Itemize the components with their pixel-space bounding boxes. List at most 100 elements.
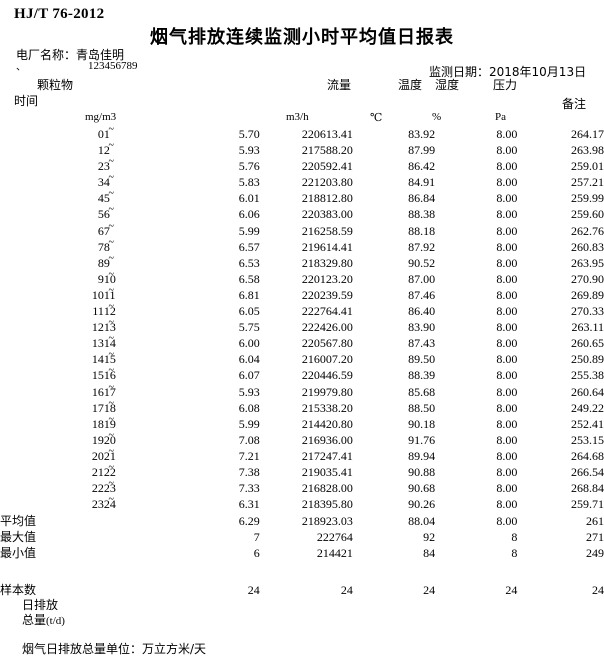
row-humidity: 8.00	[496, 287, 518, 302]
row-temperature: 87.43	[408, 336, 436, 351]
row-hour-end: 10	[103, 271, 116, 286]
tilde-icon: ~	[108, 317, 114, 329]
summary-flow: 222764	[316, 530, 353, 545]
table-row: 12 ~13 5.75 222426.00 83.90 8.00 263.11	[0, 317, 604, 335]
tilde-icon: ~	[108, 381, 114, 393]
row-humidity: 8.00	[496, 255, 518, 270]
row-flow: 218329.80	[301, 255, 353, 270]
row-hour-end: 24	[103, 497, 116, 512]
row-pressure: 255.38	[571, 368, 604, 383]
summary-temperature: 88.04	[408, 514, 436, 528]
daily-total-unit: (t/d)	[46, 615, 65, 627]
unit-temperature: ℃	[370, 112, 383, 124]
row-hour-end: 11	[103, 287, 116, 302]
column-header-remark: 备注	[562, 97, 587, 111]
row-flow: 216828.00	[301, 481, 353, 496]
table-row: 11 ~12 6.05 222764.41 86.40 8.00 270.33	[0, 301, 604, 319]
tilde-icon: ~	[108, 301, 114, 313]
row-hour-start: 9 ~	[97, 268, 114, 286]
row-flow: 220446.59	[301, 368, 353, 383]
summary-label: 最小值	[0, 546, 37, 561]
row-pm: 5.75	[238, 320, 260, 335]
row-hour-end: 5	[103, 191, 110, 206]
row-flow: 222426.00	[301, 320, 353, 335]
summary-pm: 7	[253, 530, 260, 545]
sample-count-label: 样本数	[0, 583, 37, 597]
row-pressure: 262.76	[571, 223, 604, 238]
column-header-pollutant: 颗粒物	[37, 78, 74, 92]
row-hour-start: 1 ~	[97, 140, 114, 158]
row-flow: 219035.41	[301, 464, 353, 479]
row-pm: 6.81	[238, 287, 260, 302]
summary-temperature: 92	[423, 530, 436, 545]
tilde-icon: ~	[108, 397, 114, 409]
row-humidity: 8.00	[496, 239, 518, 254]
table-row: 16 ~17 5.93 219979.80 85.68 8.00 260.64	[0, 382, 604, 400]
column-header-flow: 流量	[327, 78, 352, 92]
row-pressure: 263.11	[571, 320, 604, 335]
row-hour-end: 23	[103, 481, 116, 496]
unit-pollutant: mg/m3	[85, 111, 117, 123]
row-temperature: 90.26	[408, 497, 436, 512]
hourly-data-table: 0 ~1 5.70 220613.41 83.92 8.00 264.17 1 ~2 5.93 21…	[0, 124, 604, 512]
row-hour-end: 21	[103, 448, 116, 463]
tilde-icon: ~	[108, 220, 114, 232]
unit-humidity: %	[432, 111, 442, 123]
tilde-icon: ~	[108, 413, 114, 425]
row-humidity: 8.00	[496, 271, 518, 286]
row-pressure: 263.98	[571, 143, 604, 158]
row-temperature: 85.68	[408, 384, 436, 399]
tilde-icon: ~	[108, 349, 114, 361]
tilde-icon: ~	[108, 365, 114, 377]
column-header-time: 时间	[14, 94, 39, 108]
table-row: 3 ~4 5.83 221203.80 84.91 8.00 257.21	[0, 172, 604, 190]
sample-count-temperature: 24	[423, 583, 436, 597]
row-temperature: 90.18	[408, 416, 436, 431]
row-hour-end: 7	[103, 223, 110, 238]
row-pressure: 250.89	[571, 352, 604, 367]
monitor-date: 监测日期：2018年10月13日	[429, 65, 587, 79]
tilde-icon: ~	[108, 188, 114, 200]
sample-count-pm: 24	[247, 583, 260, 597]
tilde-icon: ~	[108, 204, 114, 216]
row-hour-end: 1	[103, 127, 110, 141]
row-pm: 7.08	[238, 432, 260, 447]
table-row: 6 ~7 5.99 216258.59 88.18 8.00 262.76	[0, 221, 604, 239]
row-flow: 218812.80	[301, 191, 353, 206]
row-hour-start: 20 ~	[91, 445, 114, 463]
row-pressure: 260.64	[571, 384, 604, 399]
row-temperature: 86.40	[408, 304, 436, 319]
row-temperature: 83.90	[408, 320, 436, 335]
row-flow: 220592.41	[301, 159, 353, 174]
row-pm: 5.99	[238, 223, 260, 238]
summary-pressure: 249	[586, 546, 604, 561]
table-row: 19 ~20 7.08 216936.00 91.76 8.00 253.15	[0, 430, 604, 448]
tilde-icon: ~	[108, 333, 114, 345]
row-hour-start: 2 ~	[97, 156, 114, 174]
tilde-icon: ~	[108, 268, 114, 280]
row-pm: 6.05	[238, 304, 260, 319]
summary-label: 最大值	[0, 530, 37, 545]
row-hour-start: 0 ~	[97, 124, 114, 141]
summary-pressure: 261	[586, 514, 604, 528]
row-pressure: 259.60	[571, 207, 604, 222]
row-temperature: 89.94	[408, 448, 436, 463]
row-hour-start: 4 ~	[97, 188, 114, 206]
row-temperature: 90.88	[408, 464, 436, 479]
row-humidity: 8.00	[496, 207, 518, 222]
row-pressure: 264.17	[571, 127, 604, 141]
row-humidity: 8.00	[496, 175, 518, 190]
summary-humidity: 8.00	[496, 514, 518, 528]
row-flow: 216258.59	[301, 223, 353, 238]
unit-pressure: Pa	[495, 111, 506, 123]
column-header-pressure: 压力	[493, 78, 518, 92]
row-flow: 214420.80	[301, 416, 353, 431]
row-hour-start: 18 ~	[91, 413, 114, 431]
row-humidity: 8.00	[496, 416, 518, 431]
row-hour-start: 14 ~	[91, 349, 114, 367]
tilde-icon: ~	[108, 494, 114, 506]
row-hour-start: 22 ~	[91, 478, 114, 496]
row-flow: 220239.59	[301, 287, 353, 302]
row-pm: 6.01	[238, 191, 260, 206]
row-pressure: 269.89	[571, 287, 604, 302]
